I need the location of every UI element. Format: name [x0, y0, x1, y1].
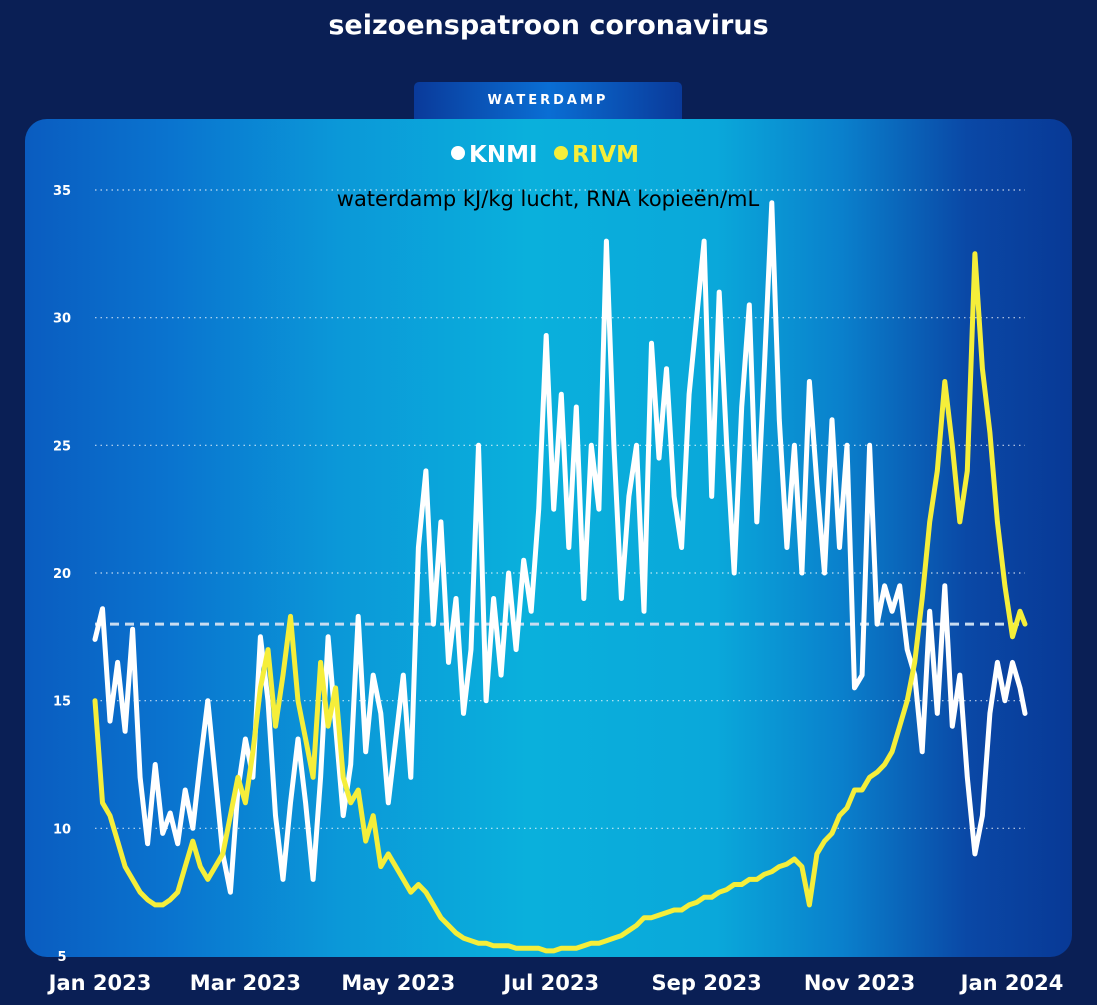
y-tick-label: 35 — [53, 184, 71, 199]
series-lines — [92, 200, 1028, 954]
legend: KNMI RIVM — [451, 142, 639, 168]
legend-rivm-label: RIVM — [572, 142, 639, 168]
tab-waterdamp[interactable]: WATERDAMP — [414, 82, 682, 119]
x-tick-label: Sep 2023 — [652, 971, 762, 995]
chart-subtitle: waterdamp kJ/kg lucht, RNA kopieën/mL — [337, 187, 760, 211]
x-tick-label: May 2023 — [341, 971, 455, 995]
y-tick-label: 30 — [53, 312, 71, 327]
legend-knmi-marker — [451, 146, 465, 160]
x-tick-label: Jul 2023 — [501, 971, 599, 995]
y-tick-label: 15 — [53, 695, 71, 710]
y-tick-label: 20 — [53, 567, 71, 582]
series-line-rivm — [92, 251, 1028, 954]
x-tick-label: Jan 2024 — [959, 971, 1064, 995]
x-tick-label: Jan 2023 — [47, 971, 152, 995]
page-title: seizoenspatroon coronavirus — [328, 10, 769, 41]
y-axis-ticks: 5 10 15 20 25 30 35 — [53, 184, 71, 965]
chart-panel — [25, 119, 1072, 957]
x-tick-label: Nov 2023 — [804, 971, 915, 995]
y-tick-label: 5 — [57, 950, 66, 965]
grid-lines — [95, 189, 1025, 829]
x-axis-ticks: Jan 2023 Mar 2023 May 2023 Jul 2023 Sep 2023… — [47, 971, 1064, 995]
legend-knmi-label: KNMI — [469, 142, 538, 168]
legend-rivm-marker — [554, 146, 568, 160]
y-tick-label: 25 — [53, 439, 71, 454]
y-tick-label: 10 — [53, 822, 71, 837]
x-tick-label: Mar 2023 — [190, 971, 301, 995]
